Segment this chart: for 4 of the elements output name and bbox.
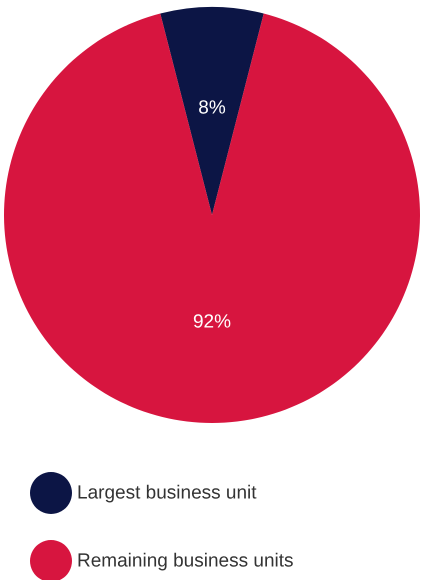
data-label: 8%: [198, 98, 226, 118]
data-label: 92%: [192, 312, 232, 332]
legend-label: Remaining business units: [77, 550, 294, 572]
legend-label: Largest business unit: [77, 482, 258, 504]
